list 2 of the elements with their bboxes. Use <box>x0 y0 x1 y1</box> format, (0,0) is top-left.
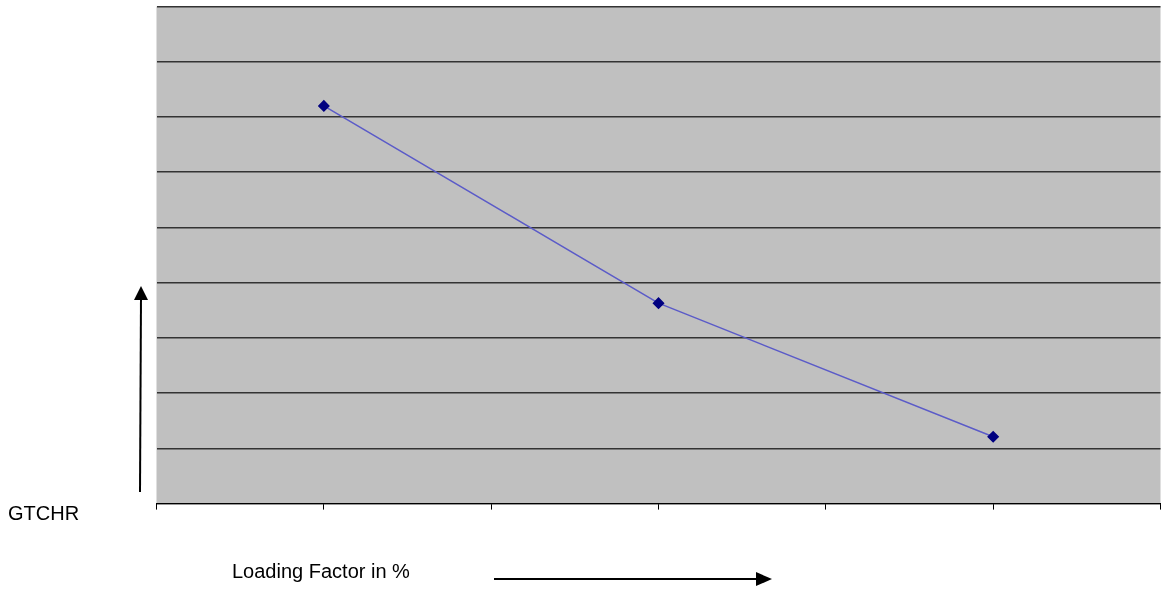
x-axis-title: Loading Factor in % <box>232 560 410 583</box>
y-axis-title: GTCHR <box>8 502 80 525</box>
